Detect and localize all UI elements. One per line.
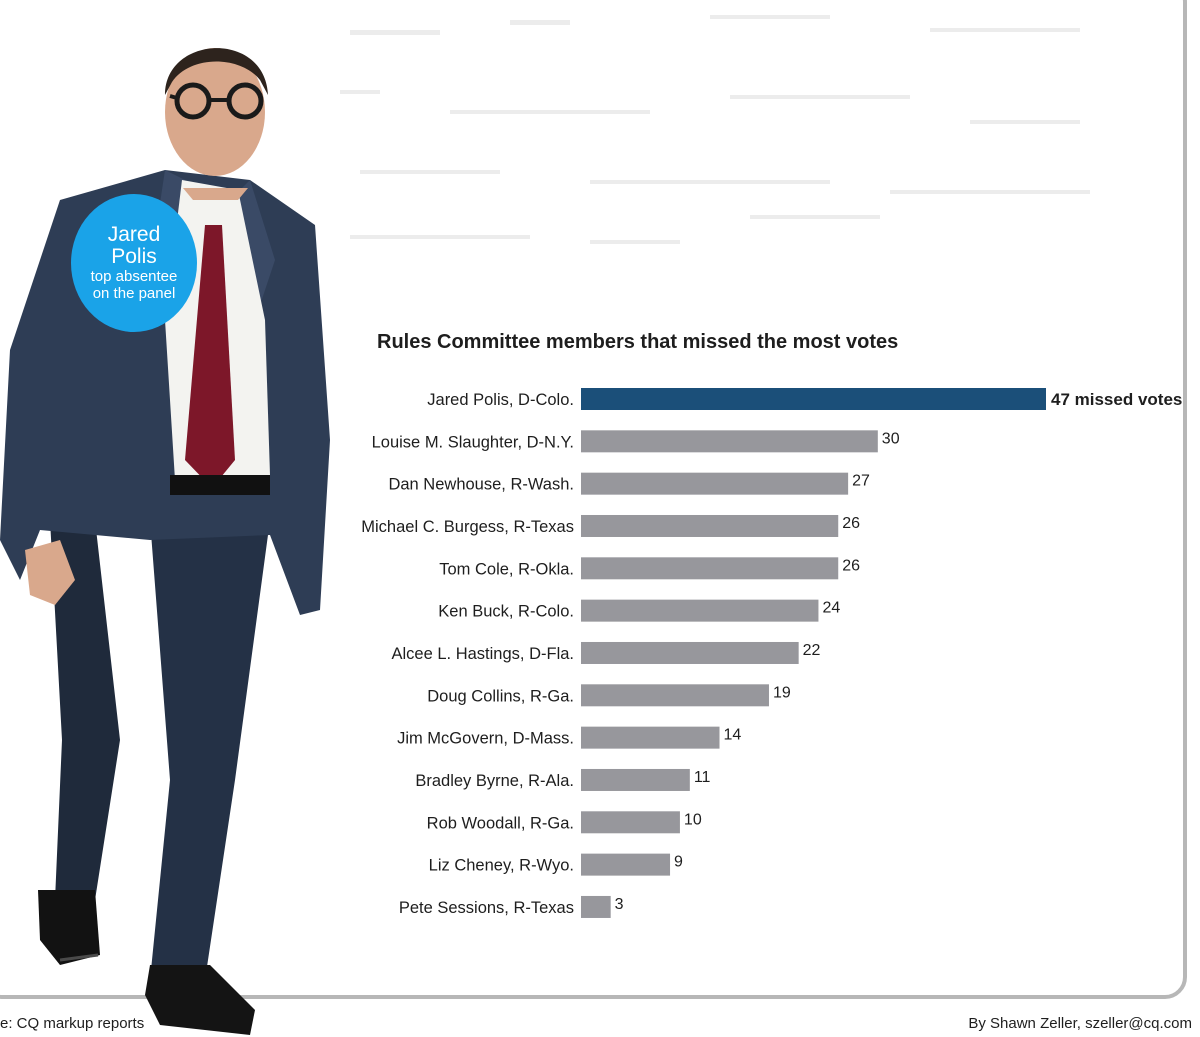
- value-label: 26: [842, 557, 860, 574]
- category-label: Jim McGovern, D-Mass.: [397, 730, 574, 748]
- bar: [581, 430, 878, 453]
- value-label: 47 missed votes: [1051, 390, 1182, 409]
- bar: [581, 684, 769, 707]
- highlight-bar: [581, 388, 1046, 410]
- bar: [581, 768, 690, 791]
- category-label: Liz Cheney, R-Wyo.: [429, 857, 574, 875]
- category-label: Ken Buck, R-Colo.: [438, 603, 574, 621]
- category-label: Alcee L. Hastings, D-Fla.: [392, 645, 574, 663]
- category-label: Rob Woodall, R-Ga.: [427, 814, 574, 832]
- category-label: Tom Cole, R-Okla.: [439, 560, 574, 578]
- value-label: 26: [842, 515, 860, 532]
- bar: [581, 472, 849, 495]
- top-absentee-callout: Jared Polis top absentee on the panel: [71, 194, 197, 332]
- source-note: e: CQ markup reports: [0, 1015, 145, 1032]
- value-label: 19: [773, 684, 791, 701]
- value-label: 11: [694, 769, 711, 786]
- value-label: 10: [684, 811, 702, 828]
- bar: [581, 853, 671, 876]
- bar: [581, 599, 819, 622]
- value-label: 3: [615, 896, 624, 913]
- category-label: Doug Collins, R-Ga.: [427, 687, 574, 705]
- value-label: 27: [852, 473, 870, 490]
- category-label: Pete Sessions, R-Texas: [399, 899, 574, 917]
- value-label: 9: [674, 854, 683, 871]
- bar: [581, 514, 839, 537]
- bar: [581, 726, 720, 749]
- faded-background-text: [340, 15, 1090, 244]
- bar: [581, 895, 611, 918]
- category-label: Bradley Byrne, R-Ala.: [415, 772, 574, 790]
- callout-sub-line2: on the panel: [92, 285, 176, 302]
- callout-name-line2: Polis: [111, 245, 157, 268]
- category-label: Michael C. Burgess, R-Texas: [361, 518, 574, 536]
- callout-name-line1: Jared: [107, 223, 161, 246]
- bar: [581, 811, 680, 834]
- category-label: Jared Polis, D-Colo.: [427, 391, 574, 409]
- bar: [581, 557, 839, 580]
- chart-title: Rules Committee members that missed the …: [377, 331, 899, 353]
- value-label: 22: [803, 642, 821, 659]
- value-label: 14: [724, 727, 742, 744]
- value-label: 30: [882, 430, 900, 447]
- category-label: Dan Newhouse, R-Wash.: [388, 476, 574, 494]
- bar: [581, 641, 799, 664]
- callout-sub-line1: top absentee: [90, 268, 178, 285]
- category-label: Louise M. Slaughter, D-N.Y.: [372, 433, 574, 451]
- byline: By Shawn Zeller, szeller@cq.com: [968, 1015, 1192, 1032]
- value-label: 24: [822, 600, 840, 617]
